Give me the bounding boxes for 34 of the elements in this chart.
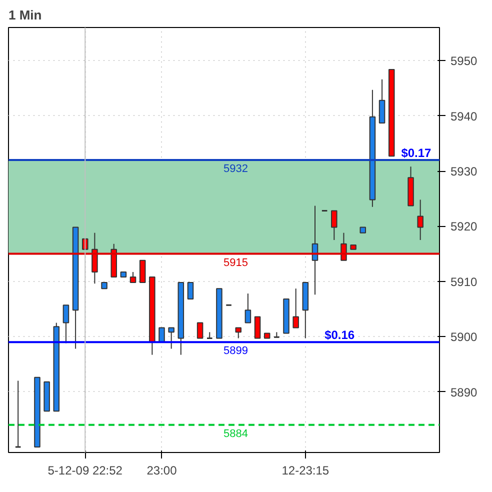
y-tick-label: 5950 [450,54,478,68]
candlestick [206,332,214,339]
x-tick-label: 5-12-09 22:52 [48,464,123,478]
y-tick-label: 5930 [450,164,478,179]
candlestick [378,78,386,124]
candlestick [292,288,299,328]
candlestick [158,327,165,343]
x-tick-label: 23:00 [146,464,178,478]
candlestick [130,272,136,283]
x-tick-label: 12-23:15 [282,464,330,478]
candlestick [92,232,98,284]
candlestick [254,316,261,339]
ref-line-label: 5899 [224,345,248,358]
annotation: $0.17 [401,146,432,160]
candlestick [139,260,146,283]
candlestick [273,332,280,338]
ref-line-label: 5915 [224,256,248,269]
candlestick [235,327,242,339]
ref-line-label: 5884 [224,428,248,440]
y-tick-label: 5910 [450,274,478,289]
candlestick [340,232,347,261]
chart-title: 1 Min [8,8,42,22]
candlestick [62,304,70,344]
y-tick-label: 5940 [450,109,478,124]
y-tick-label: 5890 [450,385,478,400]
candlestick [196,322,204,339]
annotation: $0.16 [324,328,355,342]
candlestick [187,282,194,300]
ref-line-label: 5932 [224,162,248,175]
candlestick [331,210,338,240]
y-tick-label: 5900 [450,330,478,344]
y-tick-label: 5920 [450,220,478,234]
candlestick [168,327,174,350]
candlestick [244,293,252,324]
